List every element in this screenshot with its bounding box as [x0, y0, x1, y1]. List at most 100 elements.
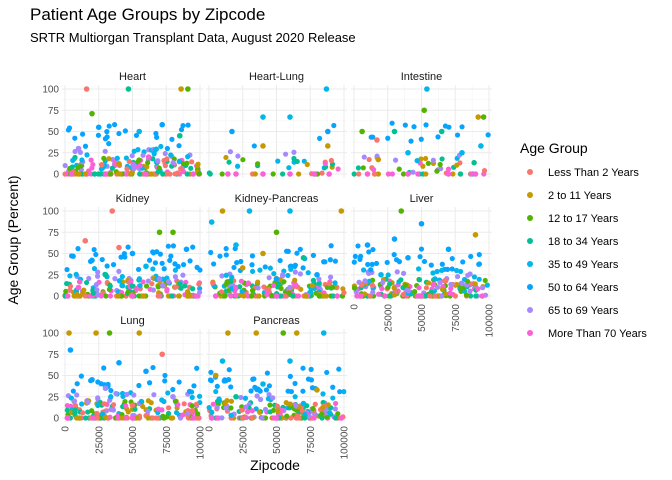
scatter-point: [260, 171, 266, 177]
scatter-point: [233, 242, 239, 248]
scatter-point-filler: [389, 171, 395, 177]
scatter-point-filler: [223, 154, 229, 161]
scatter-point-filler: [149, 281, 155, 287]
legend-label: 35 to 49 Years: [548, 259, 619, 271]
scatter-point-filler: [98, 166, 105, 172]
scatter-point-filler: [438, 166, 444, 172]
scatter-point-filler: [392, 157, 399, 163]
scatter-point-filler: [416, 277, 423, 283]
scatter-point-filler: [452, 293, 459, 299]
scatter-point-filler: [385, 171, 392, 177]
y-tick-label: 75: [48, 350, 60, 361]
scatter-point-filler: [291, 149, 297, 155]
scatter-point-filler: [165, 171, 171, 177]
y-axis-title: Age Group (Percent): [5, 175, 21, 304]
scatter-point-filler: [316, 280, 322, 286]
scatter-point-filler: [69, 164, 75, 170]
scatter-point-filler: [78, 373, 84, 379]
scatter-point-filler: [312, 401, 318, 407]
scatter-point-filler: [180, 161, 187, 167]
scatter-point-filler: [231, 264, 237, 271]
scatter-point-filler: [119, 274, 125, 280]
scatter-point-filler: [83, 279, 90, 286]
scatter-point-filler: [337, 389, 343, 395]
scatter-point-filler: [165, 390, 171, 396]
scatter-point: [300, 254, 307, 261]
scatter-point: [129, 415, 136, 421]
scatter-point-filler: [255, 285, 261, 291]
scatter-point-filler: [269, 292, 275, 299]
scatter-point-filler: [335, 166, 341, 172]
scatter-point: [67, 347, 74, 353]
scatter-point-filler: [67, 283, 74, 289]
scatter-point-filler: [136, 276, 143, 282]
scatter-point-filler: [293, 403, 299, 409]
scatter-point-filler: [162, 150, 168, 157]
scatter-point: [102, 171, 109, 177]
scatter-point-filler: [189, 159, 195, 165]
scatter-point-filler: [178, 166, 184, 172]
scatter-point-filler: [95, 395, 101, 401]
scatter-point-filler: [223, 246, 229, 252]
scatter-point-filler: [122, 128, 128, 134]
scatter-point-filler: [196, 393, 203, 399]
scatter-point-filler: [210, 401, 216, 407]
x-tick-label: 100000: [485, 304, 496, 338]
scatter-point-filler: [104, 263, 110, 269]
scatter-point: [64, 293, 71, 299]
scatter-point-filler: [178, 285, 184, 291]
scatter-point: [300, 400, 307, 407]
filler-points: [206, 122, 341, 177]
scatter-point-filler: [161, 398, 167, 405]
scatter-point: [311, 171, 318, 177]
scatter-point-filler: [122, 398, 128, 405]
scatter-point: [190, 415, 197, 421]
scatter-point-filler: [391, 292, 398, 298]
scatter-point-filler: [320, 391, 326, 397]
scatter-point-filler: [214, 398, 221, 405]
scatter-point-filler: [84, 152, 90, 158]
scatter-point: [102, 385, 109, 392]
facet-heart: Heart 0 25 50 75 100: [42, 71, 203, 181]
scatter-point-filler: [398, 277, 404, 283]
scatter-point-filler: [292, 380, 298, 387]
y-tick-label: 25: [48, 392, 60, 403]
scatter-point-filler: [164, 414, 170, 420]
scatter-point: [273, 229, 280, 236]
scatter-point-filler: [484, 282, 490, 288]
scatter-point-filler: [448, 281, 454, 288]
scatter-point-filler: [266, 286, 272, 292]
scatter-point-filler: [93, 251, 99, 258]
scatter-point-filler: [182, 283, 188, 289]
scatter-point-filler: [173, 409, 180, 416]
y-tick-label: 50: [48, 249, 60, 260]
scatter-point-filler: [332, 280, 338, 286]
scatter-point-filler: [370, 289, 376, 295]
scatter-point: [338, 415, 345, 421]
scatter-point-filler: [222, 400, 228, 407]
scatter-point-filler: [168, 152, 174, 158]
scatter-point: [219, 208, 226, 214]
y-tick-label: 100: [42, 329, 59, 340]
scatter-point-filler: [190, 286, 196, 292]
scatter-point-filler: [137, 171, 143, 177]
scatter-point-filler: [72, 402, 79, 408]
scatter-point-filler: [63, 288, 69, 294]
scatter-point: [445, 171, 452, 177]
filler-points: [351, 243, 490, 299]
facet-lung: Lung 0 25 50 75 100 0 25000 50000 75000 100000: [42, 315, 206, 459]
facet-label: Intestine: [401, 71, 443, 83]
scatter-point: [357, 293, 364, 299]
scatter-point-filler: [223, 405, 229, 411]
scatter-point-filler: [457, 171, 464, 177]
legend-item-65-to-69-years: 65 to 69 Years: [527, 305, 619, 317]
scatter-point-filler: [418, 246, 425, 252]
scatter-point-filler: [123, 403, 129, 409]
scatter-point-filler: [71, 398, 78, 404]
scatter-point-filler: [266, 275, 272, 281]
scatter-point-filler: [274, 403, 280, 409]
scatter-point: [438, 128, 445, 135]
scatter-point-filler: [368, 134, 374, 140]
x-tick-label: 50000: [272, 426, 283, 454]
scatter-point-filler: [188, 165, 194, 171]
